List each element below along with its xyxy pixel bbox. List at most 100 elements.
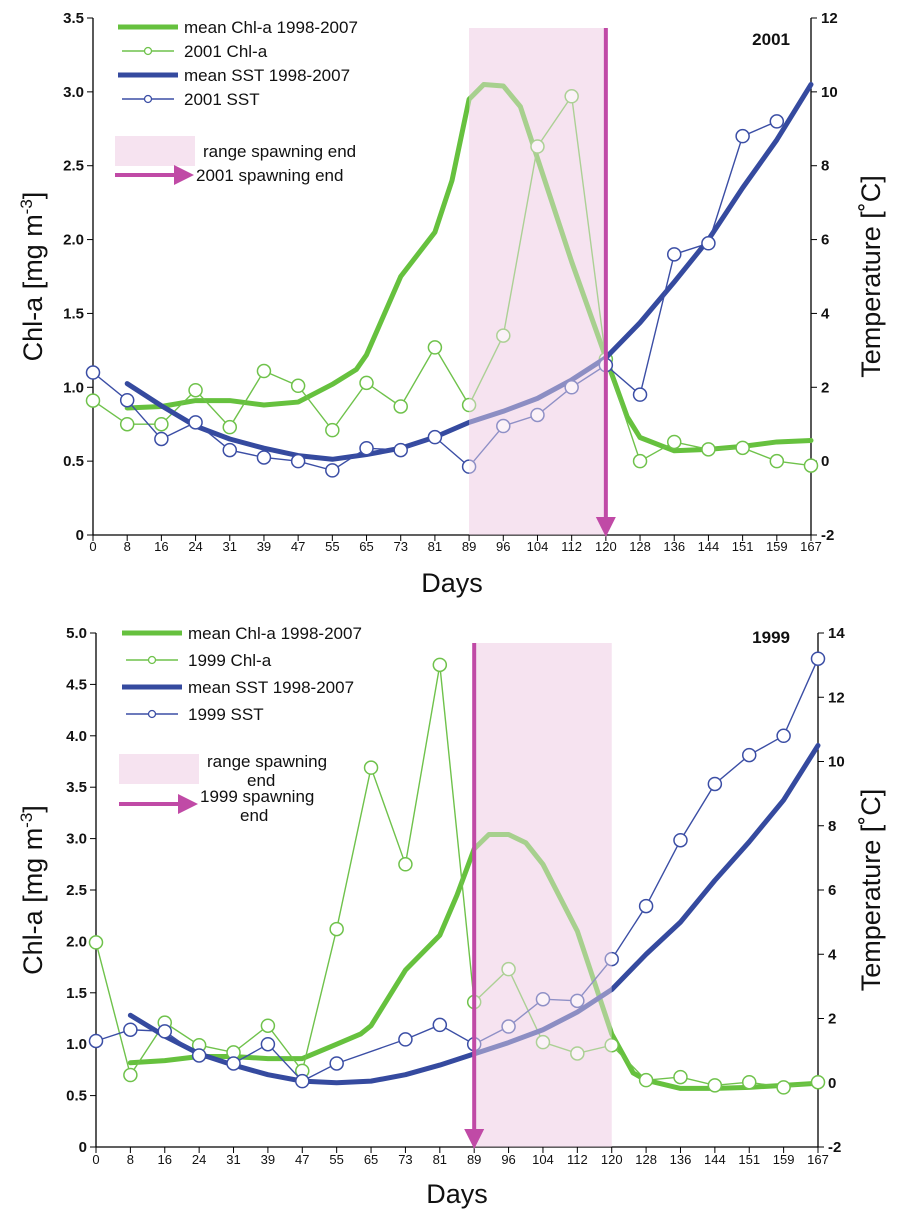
series-point-2001-chl-a [359, 375, 374, 391]
legend-swatch-marker [147, 709, 157, 719]
x-tick-label: 151 [732, 539, 754, 554]
y-tick-label-left: 5.0 [66, 625, 87, 642]
y-tick-label-right: 0 [821, 453, 829, 470]
x-tick-label: 136 [670, 1152, 692, 1167]
legend-label: 1999 spawning end [200, 787, 314, 825]
y-tick-label-left: 4.5 [66, 676, 87, 693]
x-tick-label: 167 [800, 539, 822, 554]
y-tick-label-right: 12 [821, 10, 838, 27]
x-tick-label: 16 [158, 1152, 172, 1167]
y-tick-label-left: 0 [76, 527, 84, 544]
series-point-2001-chl-a [256, 363, 272, 379]
x-tick-label: 81 [428, 539, 442, 554]
series-point-2001-chl-a [701, 442, 716, 457]
x-tick-label: 159 [773, 1152, 795, 1167]
series-point-1999-chl-a [673, 1069, 688, 1085]
legend-label: range spawning end [207, 752, 327, 790]
series-point-1999-chl-a [810, 1074, 826, 1090]
series-line-mean-chl-a-1998-2007 [124, 81, 814, 454]
y-tick-label-right: 10 [828, 754, 845, 771]
spawning-range-band [474, 643, 612, 1147]
series-point-2001-sst [290, 453, 306, 469]
y-tick-label-left: 3.0 [63, 84, 84, 101]
y-tick-label-left: 2.5 [63, 158, 84, 175]
series-point-1999-chl-a [123, 1067, 138, 1083]
series-point-2001-chl-a [290, 378, 306, 394]
legend-swatch-arrow-head [178, 794, 198, 814]
series-line-mean-sst-1998-2007 [124, 81, 814, 462]
x-tick-label: 136 [663, 539, 685, 554]
y-tick-label-left: 1.0 [66, 1036, 87, 1053]
x-tick-label: 144 [698, 539, 720, 554]
series-point-2001-sst [769, 114, 785, 129]
x-tick-label: 47 [291, 539, 305, 554]
y-tick-label-left: 1.5 [66, 985, 87, 1002]
series-point-1999-chl-a [501, 961, 516, 977]
y-tick-label-left: 2.5 [66, 882, 87, 899]
series-point-2001-sst [530, 407, 545, 423]
series-point-1999-sst [329, 1056, 344, 1071]
legend-label-line: end [240, 806, 268, 825]
y-axis-label-left-end: ] [18, 805, 48, 813]
y-tick-label-right: 8 [828, 818, 836, 835]
legend-label: 1999 SST [188, 705, 264, 724]
series-point-1999-chl-a [638, 1072, 654, 1088]
legend-label: mean Chl-a 1998-2007 [188, 624, 362, 643]
series-point-1999-chl-a [88, 935, 104, 950]
series-point-1999-sst [604, 951, 619, 967]
series-point-2001-sst [735, 128, 750, 144]
series-point-1999-sst [157, 1024, 173, 1039]
legend-swatch-marker [143, 94, 153, 104]
series-point-1999-chl-a [535, 1034, 551, 1050]
y-tick-label-left: 4.0 [66, 728, 87, 745]
series-point-2001-sst [85, 365, 101, 380]
legend-label: mean SST 1998-2007 [188, 678, 354, 697]
legend-label: mean SST 1998-2007 [184, 66, 350, 85]
series-point-2001-chl-a [119, 416, 135, 432]
x-tick-label: 89 [462, 539, 476, 554]
series-point-2001-chl-a [325, 422, 340, 438]
x-tick-label: 112 [561, 539, 582, 554]
x-tick-label: 31 [226, 1152, 240, 1167]
y-tick-label-left: 0.5 [66, 1088, 87, 1105]
x-tick-label: 151 [738, 1152, 760, 1167]
spawning-end-arrow-head [464, 1129, 485, 1149]
series-point-1999-sst [535, 991, 551, 1007]
x-tick-label: 0 [92, 1152, 99, 1167]
x-tick-label: 16 [154, 539, 168, 554]
y-axis-label-left: Chl-a [mg m-3] [17, 805, 48, 975]
series-point-2001-chl-a [154, 416, 169, 432]
y-axis-label-right: Temperature [˚C] [856, 789, 886, 992]
series-point-1999-sst [260, 1036, 276, 1052]
series-point-1999-sst [398, 1032, 413, 1047]
series-line-1999-chl-a [95, 664, 819, 1089]
series-point-2001-chl-a [530, 139, 545, 154]
y-tick-label-left: 2.0 [63, 232, 84, 249]
series-point-2001-chl-a [461, 397, 477, 413]
x-tick-label: 128 [629, 539, 651, 554]
series-point-2001-sst [325, 463, 340, 478]
x-tick-label: 159 [766, 539, 788, 554]
legend-label-line: range spawning [207, 752, 327, 771]
series-point-2001-chl-a [769, 453, 785, 469]
y-tick-label-left: 0 [79, 1139, 87, 1156]
series-point-1999-chl-a [707, 1078, 723, 1093]
x-tick-label: 65 [364, 1152, 378, 1167]
y-tick-label-left: 2.0 [66, 933, 87, 950]
series-point-2001-chl-a [666, 434, 682, 450]
series-point-2001-chl-a [393, 399, 408, 414]
x-axis-label: Days [426, 1179, 488, 1209]
y-axis-label-left-main: Chl-a [mg m [18, 828, 48, 975]
series-point-1999-sst [638, 898, 654, 914]
y-tick-label-right: 8 [821, 158, 829, 175]
chart-panel-2001: 0 8 16 24 31 39 47 55 65 73 81 89 96 104 112 120 128 136 1… [17, 10, 886, 598]
series-point-2001-chl-a [427, 340, 443, 355]
series-point-1999-sst [88, 1033, 104, 1049]
y-axis-label-left-sup: -3 [17, 199, 36, 214]
series-line-mean-chl-a-1998-2007 [127, 831, 821, 1091]
legend-swatch-band [119, 754, 199, 784]
series-point-2001-sst [461, 459, 477, 474]
y-axis-label-left: Chl-a [mg m-3] [17, 192, 48, 362]
